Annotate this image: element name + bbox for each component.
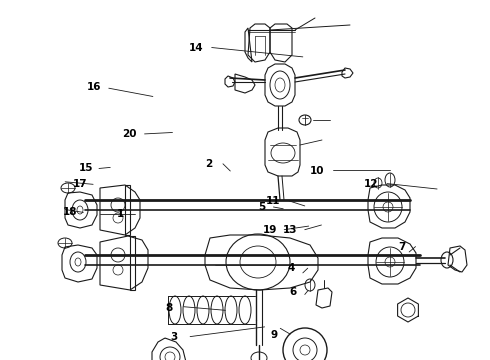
Text: 18: 18 — [62, 207, 77, 217]
Text: 10: 10 — [310, 166, 325, 176]
Text: 9: 9 — [271, 330, 278, 340]
Text: 17: 17 — [73, 179, 87, 189]
Text: 3: 3 — [171, 332, 177, 342]
Text: 6: 6 — [290, 287, 296, 297]
Text: 20: 20 — [122, 129, 137, 139]
Text: 16: 16 — [87, 82, 101, 92]
Text: 14: 14 — [189, 42, 203, 53]
Text: 8: 8 — [166, 303, 172, 313]
Text: 15: 15 — [78, 163, 93, 174]
Text: 7: 7 — [398, 242, 406, 252]
Text: 11: 11 — [266, 196, 281, 206]
Text: 2: 2 — [205, 159, 212, 169]
Text: 4: 4 — [288, 263, 295, 273]
Text: 12: 12 — [364, 179, 379, 189]
Text: 1: 1 — [117, 209, 123, 219]
Text: 5: 5 — [259, 202, 266, 212]
Text: 13: 13 — [283, 225, 297, 235]
Text: 19: 19 — [262, 225, 277, 235]
